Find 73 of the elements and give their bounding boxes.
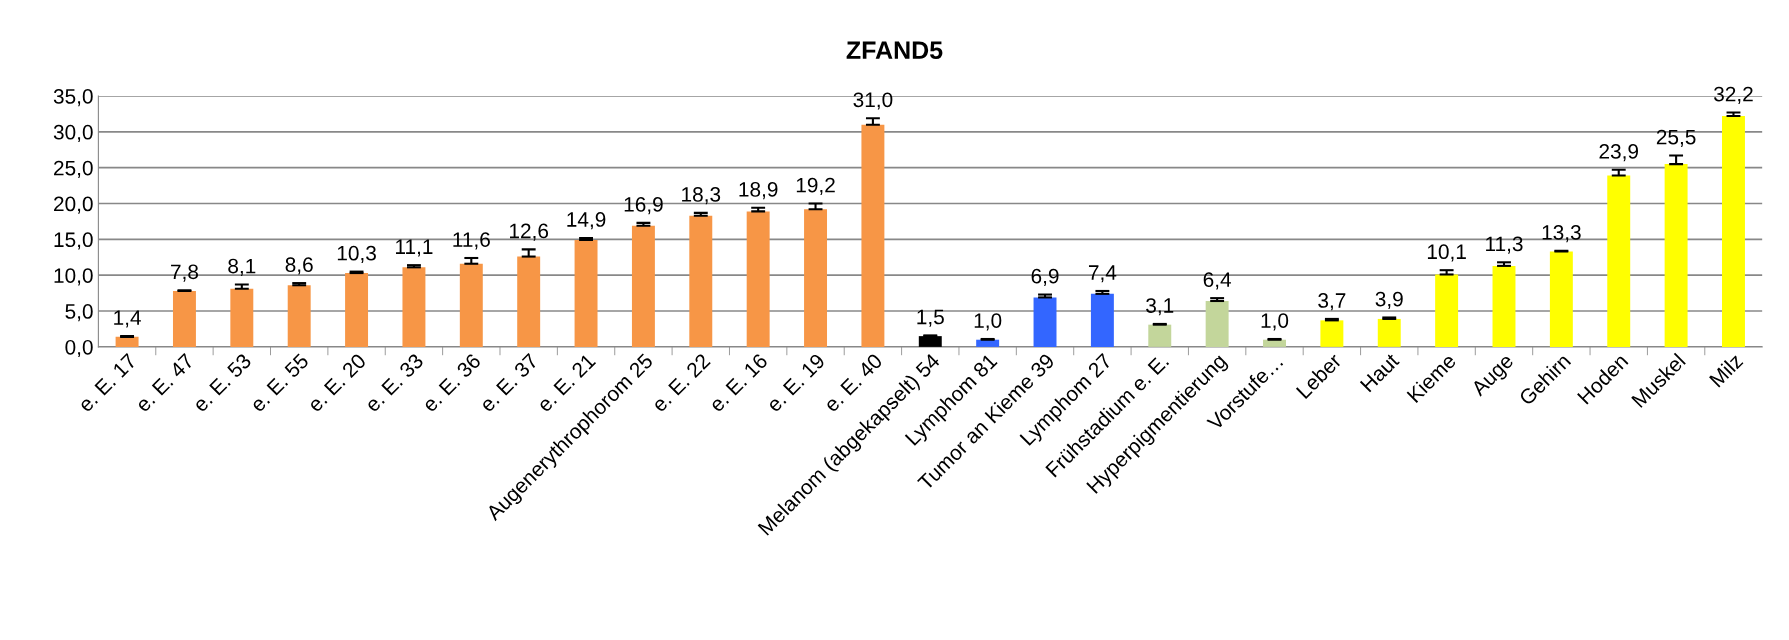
bar — [574, 240, 598, 347]
data-label: 14,9 — [567, 212, 606, 230]
bar — [689, 215, 713, 347]
data-label: 1,4 — [114, 310, 141, 328]
y-tick-label: 15,0 — [54, 232, 93, 250]
bar — [1722, 116, 1745, 347]
bar — [1263, 339, 1286, 347]
y-tick-label: 25,0 — [54, 160, 93, 178]
bar — [1492, 265, 1516, 347]
data-label: 8,6 — [285, 257, 313, 275]
bar — [976, 339, 1000, 347]
data-label: 13,3 — [1542, 225, 1581, 243]
data-label: 1,0 — [1261, 313, 1289, 331]
data-label: 12,6 — [510, 223, 549, 241]
x-tick-label: e. E. 47 — [137, 353, 195, 413]
data-label: 18,9 — [739, 182, 778, 200]
y-tick-label: 10,0 — [54, 268, 93, 286]
x-tick-label: Milz — [1708, 352, 1744, 388]
bar — [230, 288, 254, 347]
y-tick-label: 0,0 — [65, 339, 93, 358]
chart-title: ZFAND5 — [846, 41, 943, 60]
x-tick-label: e. E. 33 — [364, 352, 425, 413]
bar — [804, 209, 828, 347]
bar — [631, 225, 655, 347]
bar — [1205, 301, 1229, 347]
data-label: 8,1 — [228, 258, 256, 276]
data-label: 10,1 — [1427, 244, 1466, 262]
bar — [918, 336, 942, 347]
bar — [1033, 297, 1057, 347]
data-label: 7,8 — [171, 264, 199, 282]
y-tick-label: 20,0 — [54, 196, 93, 214]
data-label: 11,3 — [1486, 236, 1523, 254]
bar — [1090, 293, 1114, 347]
data-label: 6,9 — [1031, 268, 1059, 286]
bar — [345, 273, 369, 347]
bar — [861, 124, 885, 347]
bar — [1148, 324, 1172, 347]
x-tick-label: e. E. 53 — [194, 352, 252, 413]
x-tick-label: e. E. 16 — [710, 352, 769, 413]
bar — [517, 256, 541, 347]
bar — [172, 290, 196, 347]
data-label: 23,9 — [1599, 144, 1639, 162]
bar — [115, 336, 139, 347]
data-label: 11,6 — [453, 232, 490, 250]
data-label: 6,4 — [1203, 272, 1232, 290]
bar — [1549, 251, 1573, 347]
data-label: 11,1 — [396, 239, 433, 257]
data-label: 10,3 — [337, 245, 376, 264]
bar — [459, 263, 483, 347]
data-label: 18,3 — [682, 187, 721, 205]
y-tick-label: 30,0 — [53, 124, 93, 143]
bar — [287, 285, 311, 347]
bar — [1607, 175, 1631, 347]
data-label: 31,0 — [853, 92, 893, 110]
data-label: 3,7 — [1318, 293, 1346, 311]
x-tick-label: e. E. 22 — [651, 352, 711, 413]
data-label: 25,5 — [1656, 129, 1696, 147]
data-label: 1,5 — [917, 309, 944, 327]
bar — [1320, 320, 1344, 347]
data-label: 16,9 — [624, 197, 663, 215]
data-label: 1,0 — [974, 313, 1002, 331]
data-label: 3,9 — [1375, 291, 1403, 309]
bar — [1664, 164, 1688, 347]
bar — [1435, 274, 1459, 347]
bar — [746, 211, 770, 347]
data-label: 32,2 — [1714, 86, 1753, 104]
bar — [402, 267, 426, 347]
data-label: 19,2 — [796, 177, 835, 195]
data-label: 3,1 — [1146, 298, 1174, 316]
y-tick-label: 35,0 — [53, 89, 93, 107]
y-tick-label: 5,0 — [65, 304, 93, 322]
bar — [1377, 318, 1401, 347]
data-label: 7,4 — [1088, 265, 1117, 283]
